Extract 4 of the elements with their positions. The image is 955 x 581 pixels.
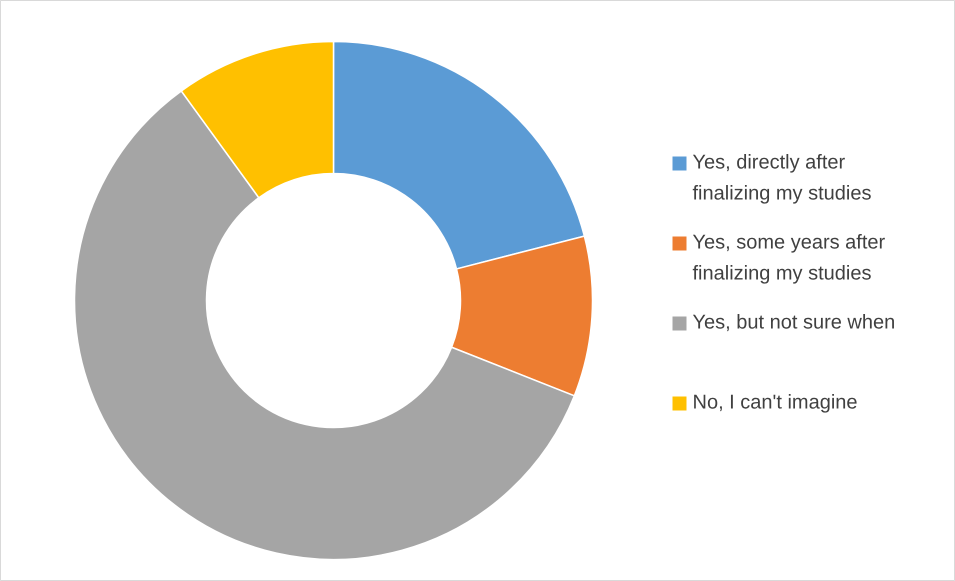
legend-label: Yes, but not sure when xyxy=(692,312,896,334)
legend-label: Yes, some years after finalizing my studies xyxy=(692,232,886,284)
legend-label: Yes, directly after finalizing my studies xyxy=(692,152,872,204)
legend-label: No, I can't imagine xyxy=(692,392,858,414)
